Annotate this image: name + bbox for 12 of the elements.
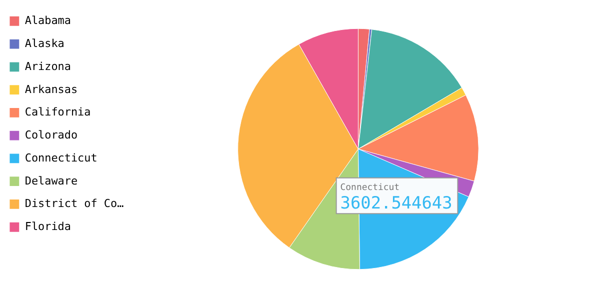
legend-label: Arizona	[24, 60, 71, 73]
legend-label: Alabama	[24, 14, 71, 28]
legend-label: Colorado	[24, 128, 78, 142]
text: 3602.544643	[340, 192, 452, 213]
legend-label: Connecticut	[24, 151, 98, 164]
legend-label: Delaware	[24, 174, 78, 188]
text: Connecticut	[340, 182, 400, 193]
legend-label: Arkansas	[24, 82, 78, 96]
legend-label: District of Co…	[24, 197, 124, 210]
legend-label: California	[24, 106, 91, 119]
legend-label: Florida	[24, 220, 71, 234]
legend-label: Alaska	[24, 37, 64, 50]
